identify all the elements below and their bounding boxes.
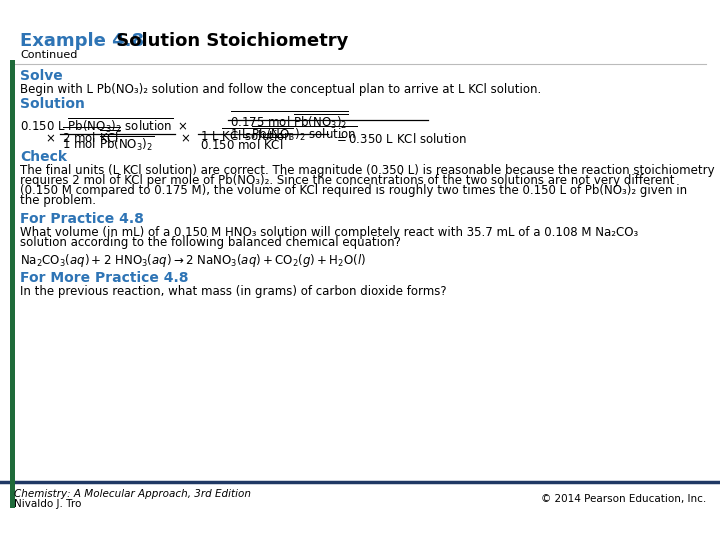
Text: $\overline{2\ \mathrm{mol}\ \overline{\mathrm{KCl}}}$: $\overline{2\ \mathrm{mol}\ \overline{\m… xyxy=(62,127,120,146)
Text: $\mathrm{Na_2CO_3}(\mathit{aq}) + 2\ \mathrm{HNO_3}(\mathit{aq}) \rightarrow 2\ : $\mathrm{Na_2CO_3}(\mathit{aq}) + 2\ \ma… xyxy=(20,252,366,269)
Text: Example 4.8: Example 4.8 xyxy=(20,32,144,50)
Text: $= 0.350\ \mathrm{L\ KCl\ solution}$: $= 0.350\ \mathrm{L\ KCl\ solution}$ xyxy=(334,132,467,146)
Text: Chemistry: A Molecular Approach, 3rd Edition: Chemistry: A Molecular Approach, 3rd Edi… xyxy=(14,489,251,499)
Text: What volume (in mL) of a 0.150 M HNO₃ solution will completely react with 35.7 m: What volume (in mL) of a 0.150 M HNO₃ so… xyxy=(20,226,638,239)
Bar xyxy=(10,60,15,508)
Text: $1\ \mathrm{L}\ \overline{\mathrm{Pb(NO_3)_2\ solution}}$: $1\ \mathrm{L}\ \overline{\mathrm{Pb(NO_… xyxy=(230,124,357,143)
Text: solution according to the following balanced chemical equation?: solution according to the following bala… xyxy=(20,236,401,249)
Text: In the previous reaction, what mass (in grams) of carbon dioxide forms?: In the previous reaction, what mass (in … xyxy=(20,285,446,298)
Text: Nivaldo J. Tro: Nivaldo J. Tro xyxy=(14,499,81,509)
Text: $\overline{0.150\ \mathrm{mol}\ \overline{\mathrm{KCl}}}$: $\overline{0.150\ \mathrm{mol}\ \overlin… xyxy=(200,134,284,153)
Text: Solution Stoichiometry: Solution Stoichiometry xyxy=(110,32,348,50)
Text: For More Practice 4.8: For More Practice 4.8 xyxy=(20,271,189,285)
Text: $\times$: $\times$ xyxy=(180,132,190,145)
Text: © 2014 Pearson Education, Inc.: © 2014 Pearson Education, Inc. xyxy=(541,494,706,504)
Text: Solution: Solution xyxy=(20,97,85,111)
Text: $\times$: $\times$ xyxy=(45,132,55,145)
Text: $0.150\ \mathrm{L}\ \overline{\mathrm{Pb(NO_3)_2\ solution}}\ \times$: $0.150\ \mathrm{L}\ \overline{\mathrm{Pb… xyxy=(20,116,188,134)
Text: Solve: Solve xyxy=(20,69,63,83)
Text: the problem.: the problem. xyxy=(20,194,96,207)
Text: $1\ \mathrm{L}\ \overline{\mathrm{KCl\ solution}}$: $1\ \mathrm{L}\ \overline{\mathrm{KCl\ s… xyxy=(200,127,293,144)
Text: Continued: Continued xyxy=(20,50,77,60)
Text: Begin with L Pb(NO₃)₂ solution and follow the conceptual plan to arrive at L KCl: Begin with L Pb(NO₃)₂ solution and follo… xyxy=(20,83,541,96)
Text: For Practice 4.8: For Practice 4.8 xyxy=(20,212,144,226)
Text: $\overline{0.175\ \mathrm{mol}\ \overline{\mathrm{Pb(NO_3)_2}}}$: $\overline{0.175\ \mathrm{mol}\ \overlin… xyxy=(230,110,348,131)
Text: The final units (L KCl solution) are correct. The magnitude (0.350 L) is reasona: The final units (L KCl solution) are cor… xyxy=(20,164,715,177)
Text: requires 2 mol of KCl per mole of Pb(NO₃)₂. Since the concentrations of the two : requires 2 mol of KCl per mole of Pb(NO₃… xyxy=(20,174,675,187)
Text: $1\ \mathrm{mol}\ \overline{\mathrm{Pb(NO_3)_2}}$: $1\ \mathrm{mol}\ \overline{\mathrm{Pb(N… xyxy=(62,134,154,153)
Text: Check: Check xyxy=(20,150,67,164)
Text: (0.150 M compared to 0.175 M), the volume of KCl required is roughly two times t: (0.150 M compared to 0.175 M), the volum… xyxy=(20,184,687,197)
